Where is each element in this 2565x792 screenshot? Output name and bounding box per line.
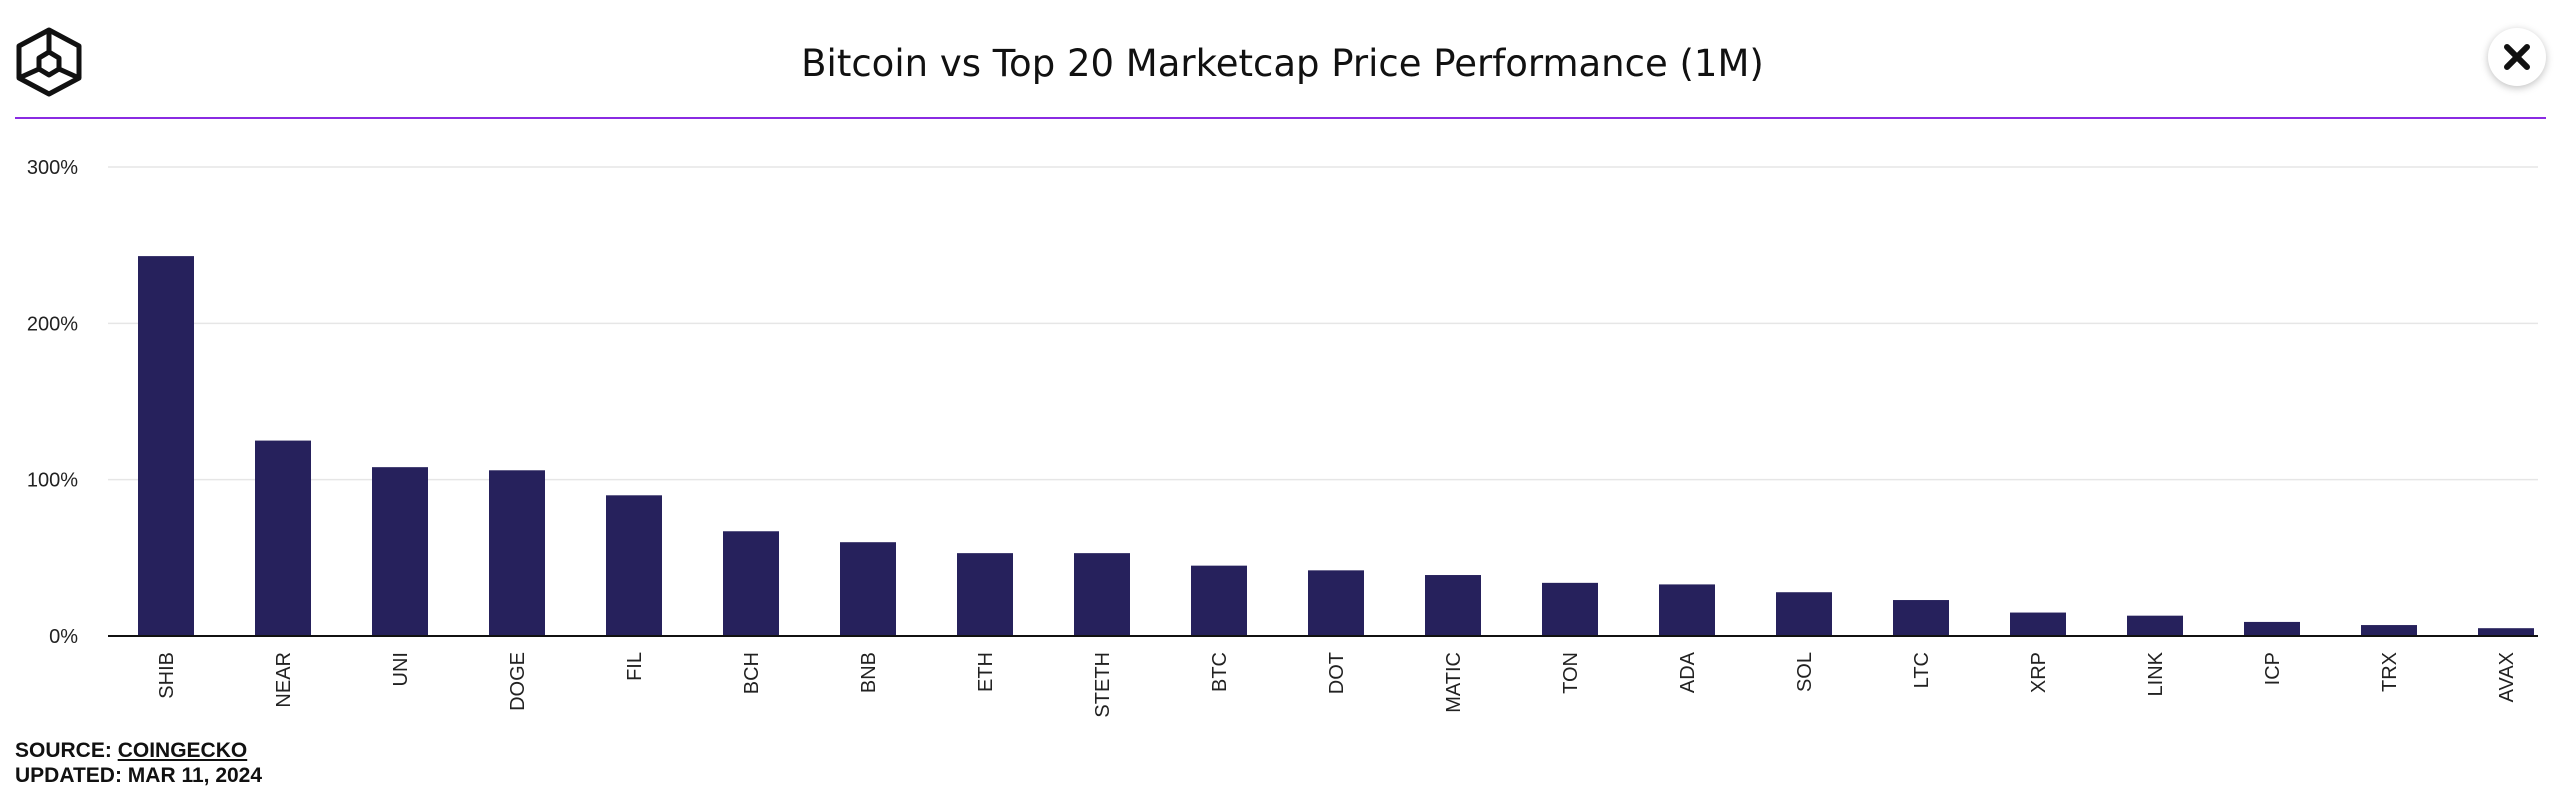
close-icon[interactable] [2502, 42, 2532, 72]
bar-ada[interactable] [1659, 584, 1715, 636]
bar-near[interactable] [255, 440, 311, 636]
header-divider [15, 117, 2546, 119]
updated-date: MAR 11, 2024 [127, 764, 263, 787]
source-link[interactable]: COINGECKO [117, 739, 248, 762]
x-tick-label: ETH [975, 652, 997, 692]
x-tick-label: FIL [624, 652, 646, 681]
close-button[interactable] [2488, 28, 2546, 86]
y-tick-label: 300% [27, 157, 78, 179]
bar-eth[interactable] [957, 553, 1013, 636]
x-tick-label: MATIC [1443, 652, 1465, 713]
bar-uni[interactable] [372, 467, 428, 636]
source-line: SOURCE: COINGECKO [15, 738, 262, 763]
x-tick-label: DOT [1326, 652, 1348, 694]
x-tick-label: AVAX [2496, 652, 2518, 702]
x-tick-label: XRP [2028, 652, 2050, 693]
x-tick-label: DOGE [507, 652, 529, 711]
x-tick-label: ICP [2262, 652, 2284, 685]
bar-steth[interactable] [1074, 553, 1130, 636]
x-tick-label: BNB [858, 652, 880, 693]
updated-label: UPDATED: [15, 764, 122, 787]
x-tick-label: SOL [1794, 652, 1816, 692]
y-tick-label: 100% [27, 470, 78, 492]
bar-ton[interactable] [1542, 582, 1598, 636]
x-tick-label: BTC [1209, 652, 1231, 692]
chart-title: Bitcoin vs Top 20 Marketcap Price Perfor… [801, 42, 1764, 85]
bar-doge[interactable] [489, 470, 545, 636]
x-tick-label: NEAR [273, 652, 295, 708]
bar-xrp[interactable] [2010, 612, 2066, 636]
x-tick-label: LINK [2145, 651, 2167, 696]
y-tick-label: 200% [27, 313, 78, 335]
x-tick-label: SHIB [156, 652, 178, 699]
bar-avax[interactable] [2478, 628, 2534, 636]
chart-footer: SOURCE: COINGECKO UPDATED: MAR 11, 2024 [15, 738, 262, 788]
bar-bch[interactable] [723, 531, 779, 636]
x-tick-label: STETH [1092, 652, 1114, 718]
x-tick-label: UNI [390, 652, 412, 686]
bar-fil[interactable] [606, 495, 662, 636]
bar-bnb[interactable] [840, 542, 896, 636]
bar-dot[interactable] [1308, 570, 1364, 636]
x-tick-label: TRX [2379, 652, 2401, 692]
cube-logo-icon[interactable] [14, 26, 84, 98]
bar-btc[interactable] [1191, 565, 1247, 636]
x-tick-label: LTC [1911, 652, 1933, 688]
x-tick-label: TON [1560, 652, 1582, 694]
bar-trx[interactable] [2361, 625, 2417, 636]
x-axis-ticks: SHIB NEAR UNI DOGE FIL BCH BNB ETH STETH BTC DOT MA… [156, 651, 2518, 717]
bar-shib[interactable] [138, 256, 194, 636]
bar-matic[interactable] [1425, 575, 1481, 636]
bars [138, 256, 2534, 636]
y-tick-label: 0% [49, 626, 78, 648]
x-tick-label: ADA [1677, 651, 1699, 693]
bar-icp[interactable] [2244, 621, 2300, 636]
x-tick-label: BCH [741, 652, 763, 694]
y-axis-ticks: 0% 100% 200% 300% [27, 157, 78, 648]
updated-line: UPDATED: MAR 11, 2024 [15, 763, 262, 788]
gridlines [108, 166, 2538, 481]
bar-ltc[interactable] [1893, 600, 1949, 636]
bar-sol[interactable] [1776, 592, 1832, 636]
source-label: SOURCE: [15, 739, 112, 762]
bar-chart: 0% 100% 200% 300% SHIB NEAR UNI DOGE FIL BCH BNB E… [27, 157, 2538, 718]
bar-link[interactable] [2127, 615, 2183, 636]
